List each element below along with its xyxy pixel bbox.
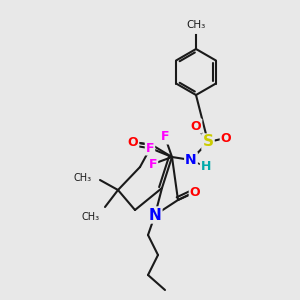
Text: F: F xyxy=(149,158,157,170)
Text: N: N xyxy=(185,153,197,167)
Text: F: F xyxy=(146,142,154,154)
Text: F: F xyxy=(161,130,169,143)
Text: CH₃: CH₃ xyxy=(186,20,206,30)
Text: O: O xyxy=(128,136,138,148)
Text: N: N xyxy=(148,208,161,223)
Text: CH₃: CH₃ xyxy=(82,212,100,222)
Text: O: O xyxy=(221,131,231,145)
Text: O: O xyxy=(191,119,201,133)
Text: O: O xyxy=(190,185,200,199)
Text: H: H xyxy=(201,160,211,173)
Text: S: S xyxy=(202,134,214,149)
Text: CH₃: CH₃ xyxy=(74,173,92,183)
